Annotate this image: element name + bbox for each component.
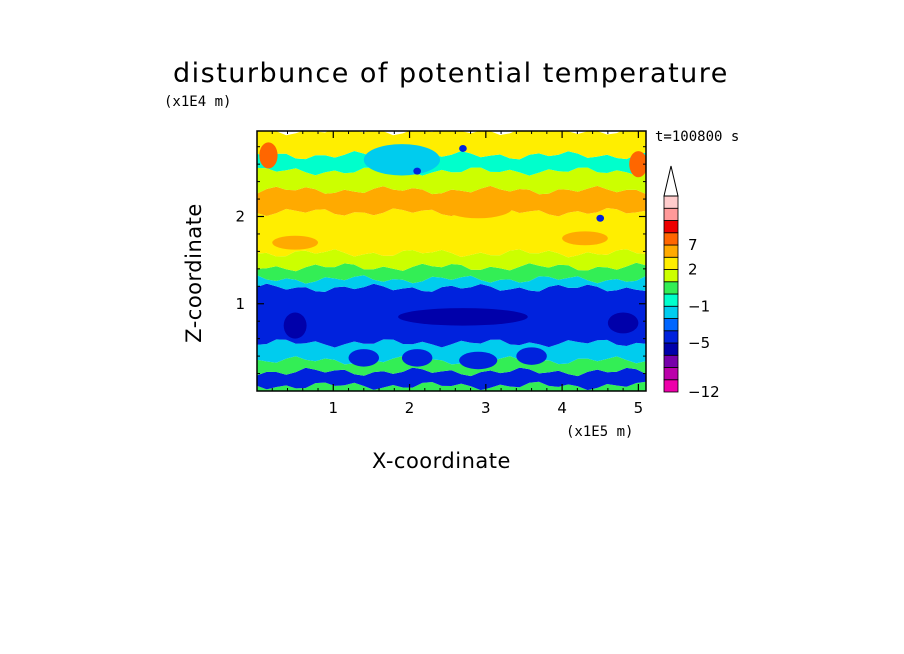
contour-blob: [516, 347, 547, 365]
colorbar-swatch: [663, 293, 679, 307]
y-tick-label: 2: [235, 208, 245, 226]
contour-blob: [259, 142, 278, 169]
colorbar-swatch: [663, 207, 679, 221]
colorbar-tick-label: −5: [688, 334, 710, 352]
contour-band: [257, 367, 646, 391]
x-axis-title: X-coordinate: [372, 449, 511, 473]
x-tick-label: 5: [634, 399, 644, 417]
chart-title: disturbunce of potential temperature: [173, 58, 729, 89]
colorbar-swatch: [663, 269, 679, 283]
contour-band: [257, 131, 646, 160]
contour-fill-group: [257, 131, 646, 391]
contour-band: [257, 381, 646, 391]
contour-band: [257, 356, 646, 377]
contour-blob: [283, 312, 307, 339]
colorbar-swatch: [663, 195, 679, 209]
time-label: t=100800 s: [655, 129, 740, 145]
colorbar-swatch: [663, 318, 679, 332]
contour-blob: [398, 308, 528, 326]
contour-band: [257, 275, 646, 292]
contour-blob: [629, 151, 646, 178]
contour-blob: [348, 349, 380, 367]
colorbar-swatch: [663, 281, 679, 295]
contour-blob: [459, 144, 467, 152]
contour-blob: [607, 312, 639, 334]
colorbar-tick-label: 7: [688, 236, 698, 254]
colorbar-tick-label: −1: [688, 297, 710, 315]
x-axis-unit-label: (x1E5 m): [566, 424, 634, 440]
contour-band: [257, 208, 646, 258]
contour-blob: [596, 214, 605, 222]
contour-band: [257, 262, 646, 284]
colorbar-extend-arrow: [663, 165, 679, 197]
x-tick-label: 4: [557, 399, 567, 417]
contour-band: [257, 167, 646, 195]
colorbar-swatch: [663, 232, 679, 246]
contour-blob: [272, 235, 319, 250]
plot-frame: [256, 130, 647, 392]
colorbar-tick-label: 2: [688, 261, 698, 279]
colorbar-swatch: [663, 256, 679, 270]
contour-band: [257, 249, 646, 272]
colorbar-swatch: [663, 220, 679, 234]
contour-blob: [562, 231, 608, 246]
contour-blob: [363, 144, 441, 176]
x-tick-label: 1: [329, 399, 339, 417]
colorbar-tick-label: −12: [688, 383, 720, 401]
colorbar-swatch: [663, 379, 679, 393]
colorbar-swatch: [663, 367, 679, 381]
colorbar-swatch: [663, 330, 679, 344]
contour-band: [257, 185, 646, 217]
y-tick-label: 1: [235, 295, 245, 313]
contour-band: [257, 151, 646, 176]
contour-blob: [413, 167, 421, 175]
contour-blob: [443, 197, 513, 219]
x-tick-label: 2: [405, 399, 415, 417]
x-tick-label: 3: [481, 399, 491, 417]
y-axis-unit-label: (x1E4 m): [164, 94, 232, 110]
colorbar-swatch: [663, 342, 679, 356]
contour-blob: [401, 349, 433, 367]
colorbar-swatch: [663, 305, 679, 319]
colorbar-swatch: [663, 354, 679, 368]
colorbar-swatch: [663, 244, 679, 258]
contour-blob: [459, 351, 498, 370]
